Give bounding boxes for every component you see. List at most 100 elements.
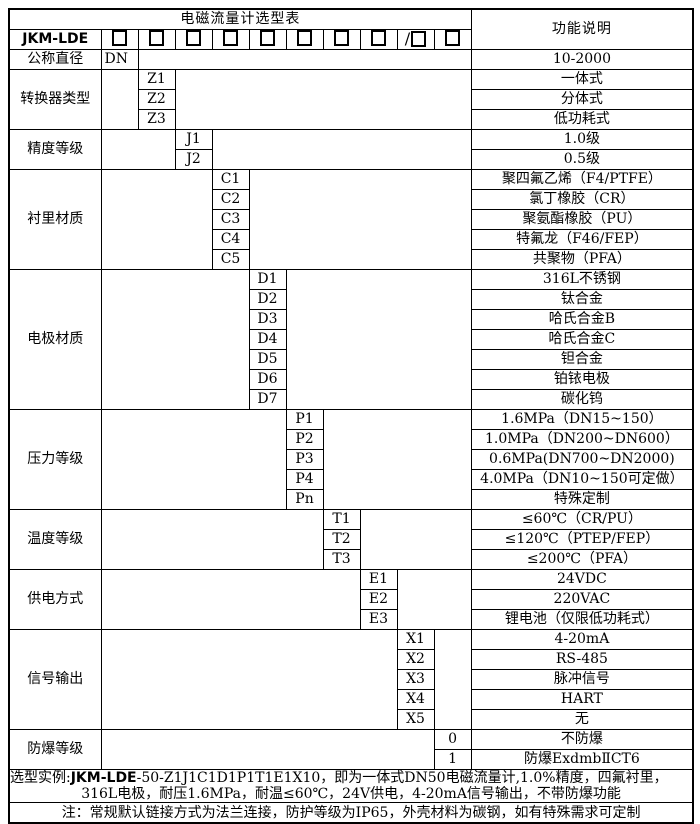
desc-cell-C3: 聚氨酯橡胶（PU） xyxy=(470,209,694,230)
option-row-T3: T3 ≤200℃（PFA） xyxy=(9,549,694,570)
empty-cell xyxy=(100,169,213,270)
code-cell-D1: D1 xyxy=(248,269,287,290)
selection-example: 选型实例:JKM-LDE-50-Z1J1C1D1P1T1E1X10，即为一体式D… xyxy=(8,768,694,804)
code-cell-DN: DN xyxy=(100,49,139,70)
option-row-E3: E3 锂电池（仅限低功耗式） xyxy=(9,609,694,630)
option-row-C5: C5 共聚物（PFA） xyxy=(9,249,694,270)
section-label-pressure-class: 压力等级 xyxy=(8,409,102,510)
option-row-DN: 公称直径 DN 10-2000 xyxy=(8,49,694,70)
desc-cell-D5: 钽合金 xyxy=(470,349,694,370)
code-cell-C4: C4 xyxy=(211,229,250,250)
code-cell-Z1: Z1 xyxy=(137,69,176,90)
model-checkbox-cell-2 xyxy=(137,29,176,50)
desc-cell-E3: 锂电池（仅限低功耗式） xyxy=(470,609,694,630)
title-row: 电磁流量计选型表 功能说明 xyxy=(8,8,694,50)
desc-cell-1: 防爆ExdmbⅡCT6 xyxy=(470,749,694,770)
desc-cell-Pn: 特殊定制 xyxy=(470,489,694,510)
checkbox-icon[interactable] xyxy=(297,30,312,47)
desc-cell-D2: 钛合金 xyxy=(470,289,694,310)
example-prefix: 选型实例: xyxy=(10,770,71,786)
flowmeter-selection-table: 电磁流量计选型表 功能说明 JKM-LDE / 公称直径 DN 10-2000 转换器… xyxy=(8,8,695,824)
checkbox-icon[interactable] xyxy=(445,30,461,47)
code-cell-J2: J2 xyxy=(174,149,213,170)
page-title: 电磁流量计选型表 xyxy=(8,8,472,30)
code-cell-T1: T1 xyxy=(322,509,361,530)
slash-separator: / xyxy=(404,29,411,49)
section-label-explosion-proof-class: 防爆等级 xyxy=(8,729,102,770)
option-row-Z3: Z3 低功耗式 xyxy=(9,109,694,130)
section-label-signal-output: 信号输出 xyxy=(8,629,102,730)
empty-cell xyxy=(396,569,472,630)
desc-cell-E2: 220VAC xyxy=(470,589,694,610)
checkbox-icon[interactable] xyxy=(223,30,238,47)
option-row-P1: 压力等级 P1 1.6MPa（DN15~150） xyxy=(8,409,694,510)
empty-cell xyxy=(211,129,472,170)
code-cell-P3: P3 xyxy=(285,449,324,470)
desc-cell-X2: RS-485 xyxy=(470,649,694,670)
empty-cell xyxy=(322,409,472,510)
desc-cell-D1: 316L不锈钢 xyxy=(470,269,694,290)
code-cell-P4: P4 xyxy=(285,469,324,490)
checkbox-icon[interactable] xyxy=(186,30,201,47)
desc-cell-X5: 无 xyxy=(470,709,694,730)
option-row-D3: D3 哈氏合金B xyxy=(9,309,694,330)
code-cell-C1: C1 xyxy=(211,169,250,190)
code-cell-T3: T3 xyxy=(322,549,361,570)
code-cell-D2: D2 xyxy=(248,289,287,310)
code-cell-Z3: Z3 xyxy=(137,109,176,130)
option-row-P2: P2 1.0MPa（DN200~DN600） xyxy=(9,429,694,450)
code-cell-P2: P2 xyxy=(285,429,324,450)
desc-cell-D6: 铂铱电极 xyxy=(470,369,694,390)
checkbox-icon[interactable] xyxy=(149,30,164,47)
desc-cell-Z1: 一体式 xyxy=(470,69,694,90)
empty-cell xyxy=(174,69,472,130)
section-label-electrode-material: 电极材质 xyxy=(8,269,102,410)
code-cell-E3: E3 xyxy=(359,609,398,630)
desc-cell-D4: 哈氏合金C xyxy=(470,329,694,350)
model-checkbox-cell-8 xyxy=(359,29,398,50)
empty-cell xyxy=(100,409,287,510)
checkbox-icon[interactable] xyxy=(411,30,427,47)
desc-cell-T1: ≤60℃（CR/PU） xyxy=(470,509,694,530)
model-checkbox-cell-5 xyxy=(248,29,287,50)
desc-cell-C5: 共聚物（PFA） xyxy=(470,249,694,270)
code-cell-C3: C3 xyxy=(211,209,250,230)
code-cell-Z2: Z2 xyxy=(137,89,176,110)
model-checkbox-cell-9: / xyxy=(396,29,435,50)
note-text: 注：常规默认链接方式为法兰连接，防护等级为IP65，外壳材料为碳钢，如有特殊需求… xyxy=(8,802,694,824)
code-cell-D3: D3 xyxy=(248,309,287,330)
example-line2: 316L电极，耐压1.6MPa，耐温≤60℃，24V供电，4-20mA信号输出，… xyxy=(81,786,621,803)
option-row-X5: X5 无 xyxy=(9,709,694,730)
code-cell-J1: J1 xyxy=(174,129,213,150)
code-cell-X4: X4 xyxy=(396,689,435,710)
empty-cell xyxy=(100,269,250,410)
option-row-P4: P4 4.0MPa（DN10~150可定做） xyxy=(9,469,694,490)
desc-cell-C4: 特氟龙（F46/FEP） xyxy=(470,229,694,250)
example-code-string: -50-Z1J1C1D1P1T1E1X10，即为一体式DN50电磁流量计,1.0… xyxy=(136,770,668,786)
model-checkbox-cell-6 xyxy=(285,29,324,50)
code-cell-E1: E1 xyxy=(359,569,398,590)
checkbox-icon[interactable] xyxy=(371,30,386,47)
model-checkbox-cell-4 xyxy=(211,29,250,50)
checkbox-icon[interactable] xyxy=(112,30,127,47)
checkbox-icon[interactable] xyxy=(334,30,349,47)
note-row: 注：常规默认链接方式为法兰连接，防护等级为IP65，外壳材料为碳钢，如有特殊需求… xyxy=(8,802,694,824)
code-cell-X5: X5 xyxy=(396,709,435,730)
function-description-header: 功能说明 xyxy=(470,8,694,50)
desc-cell-D3: 哈氏合金B xyxy=(470,309,694,330)
desc-cell-E1: 24VDC xyxy=(470,569,694,590)
code-cell-C2: C2 xyxy=(211,189,250,210)
empty-cell xyxy=(100,729,435,770)
example-line1: 选型实例:JKM-LDE-50-Z1J1C1D1P1T1E1X10，即为一体式D… xyxy=(10,770,692,787)
option-row-X4: X4 HART xyxy=(9,689,694,710)
code-cell-X2: X2 xyxy=(396,649,435,670)
desc-cell-P3: 0.6MPa(DN700~DN2000) xyxy=(470,449,694,470)
desc-cell-X4: HART xyxy=(470,689,694,710)
checkbox-icon[interactable] xyxy=(260,30,275,47)
model-checkbox-cell-7 xyxy=(322,29,361,50)
desc-cell-X1: 4-20mA xyxy=(470,629,694,650)
desc-cell-P4: 4.0MPa（DN10~150可定做） xyxy=(470,469,694,490)
option-row-C1: 衬里材质 C1 聚四氟乙烯（F4/PTFE） xyxy=(8,169,694,270)
desc-cell-X3: 脉冲信号 xyxy=(470,669,694,690)
desc-cell-C1: 聚四氟乙烯（F4/PTFE） xyxy=(470,169,694,190)
